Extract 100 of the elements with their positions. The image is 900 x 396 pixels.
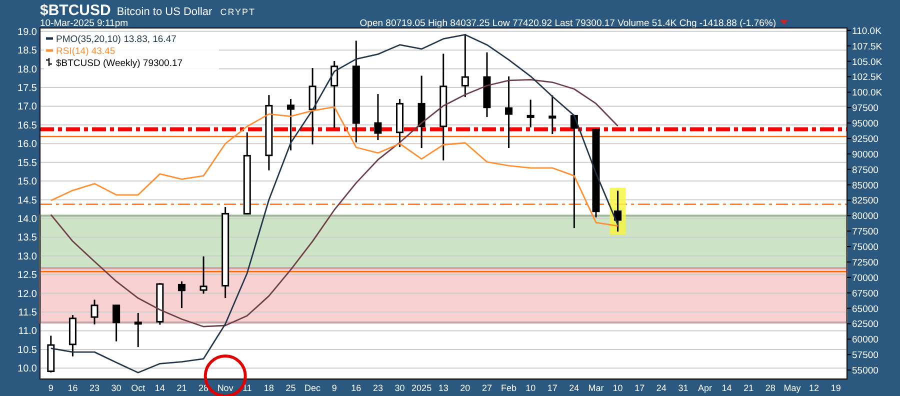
x-tick-label: 30 [111,383,122,393]
candlestick [286,98,294,152]
text: CRYPT [220,7,256,17]
y-tick-label: 11.5 [18,308,38,319]
legend-label: RSI(14) 43.45 [56,46,116,57]
y2-tick-label: 77500 [852,226,878,238]
line-series [50,78,618,328]
y2-tick-label: 107.5K [852,41,883,52]
y-tick-label: 16.0 [18,139,38,150]
x-tick-label: 17 [547,383,558,393]
x-tick-label: 24 [656,383,666,393]
y-tick-label: 13.5 [18,232,38,244]
x-tick-label: 11 [242,383,252,393]
x-tick-label: Feb [501,383,517,393]
x-tick-label: May [784,383,802,393]
x-tick-label: 24 [569,383,580,393]
x-tick-label: 9 [332,383,337,393]
x-tick-label: 14 [154,383,165,393]
y-tick-label: 15.5 [18,158,38,169]
x-tick-label: 21 [176,383,187,393]
y2-tick-label: 72500 [852,257,878,268]
y-tick-label: 18.0 [18,64,38,76]
y-tick-label: 19.0 [18,26,38,38]
x-tick-label: 23 [372,383,383,393]
x-tick-label: 25 [286,383,296,393]
y2-tick-label: 70000 [852,272,878,284]
x-tick-label: 31 [678,383,688,393]
chart-subtitle: Bitcoin to US Dollar [116,6,213,18]
y2-tick-label: 102.5K [852,72,883,84]
legend-label: PMO(35,20,10) 13.83, 16.47 [56,34,176,45]
y2-tick-label: 95000 [852,118,878,130]
x-tick-label: 19 [830,383,841,393]
y-tick-label: 11.0 [18,326,38,338]
chart-title: $BTCUSD [40,2,112,19]
x-tick-label: Apr [698,383,712,393]
annotation: Open 80719.05 High 84037.25 Low 77420.92 Last 79300.17 Volume 51.4K Chg -1418.88 (-1.76%) [360,18,776,29]
y2-tick-label: 62500 [852,319,878,330]
candlestick [178,280,186,309]
x-tick-label: 13 [438,383,448,393]
y-tick-label: 10.0 [18,364,38,375]
x-tick-label: 16 [351,383,362,393]
y2-tick-label: 87500 [852,164,878,176]
x-tick-label: 16 [68,383,78,393]
x-tick-label: 10 [612,383,623,393]
candlestick [374,93,382,141]
candlestick [90,298,98,326]
x-tick-label: 17 [634,383,645,393]
candlestick [548,94,556,135]
y2-tick-label: 55000 [852,366,878,377]
x-tick-label: 9 [48,383,54,393]
x-tick-label: 20 [460,383,470,393]
x-tick-label: Dec [304,383,322,393]
candlestick [526,98,534,128]
y2-tick-label: 80000 [852,211,878,222]
x-tick-label: 10 [526,383,536,393]
y2-tick-label: 57500 [852,350,878,362]
x-tick-label: 18 [264,383,274,393]
line-series [50,106,618,227]
x-tick-label: Nov [217,383,234,393]
y-tick-label: 14.5 [18,195,38,206]
candlestick [134,312,142,348]
y2-tick-label: 65000 [852,304,878,315]
x-tick-label: Mar [588,383,604,393]
y-tick-label: 15.0 [18,176,38,188]
annotation: 10-Mar-2025 9:11pm [40,18,128,29]
y2-tick-label: 60000 [852,334,878,346]
y2-tick-label: 105.0K [852,56,883,68]
y-tick-label: 14.0 [18,214,38,225]
y-tick-label: 13.0 [18,251,38,262]
y2-tick-label: 100.0K [852,88,883,99]
y2-tick-label: 75000 [852,242,878,254]
x-tick-label: Oct [131,383,146,393]
x-tick-label: 27 [482,383,492,393]
x-tick-label: 12 [809,383,820,393]
y2-tick-label: 90000 [852,149,878,160]
candlestick [308,67,316,146]
y-tick-label: 12.5 [18,270,38,282]
candlestick [418,74,426,149]
y-tick-label: 17.0 [18,102,38,113]
y-tick-label: 12.0 [18,288,38,300]
y2-tick-label: 67500 [852,288,878,300]
y2-tick-label: 85000 [852,180,878,192]
candlestick [461,33,469,98]
y-tick-label: 17.5 [18,83,38,94]
candlestick [614,190,622,232]
legend-label: $BTCUSD (Weekly) 79300.17 [56,58,183,69]
x-tick-label: 30 [394,383,405,393]
y-tick-label: 16.5 [18,120,38,132]
candlestick [505,76,513,149]
y-tick-label: 18.5 [18,46,38,57]
x-tick-label: 28 [765,383,776,393]
x-tick-label: 2025 [412,383,432,393]
x-tick-label: 14 [722,383,732,393]
candlestick [330,60,338,129]
y2-tick-label: 82500 [852,196,878,207]
y2-tick-label: 110.0K [852,26,882,37]
x-tick-label: 21 [744,383,754,393]
y2-tick-label: 97500 [852,103,878,114]
candlestick [200,256,208,294]
y-tick-label: 10.5 [18,344,38,356]
